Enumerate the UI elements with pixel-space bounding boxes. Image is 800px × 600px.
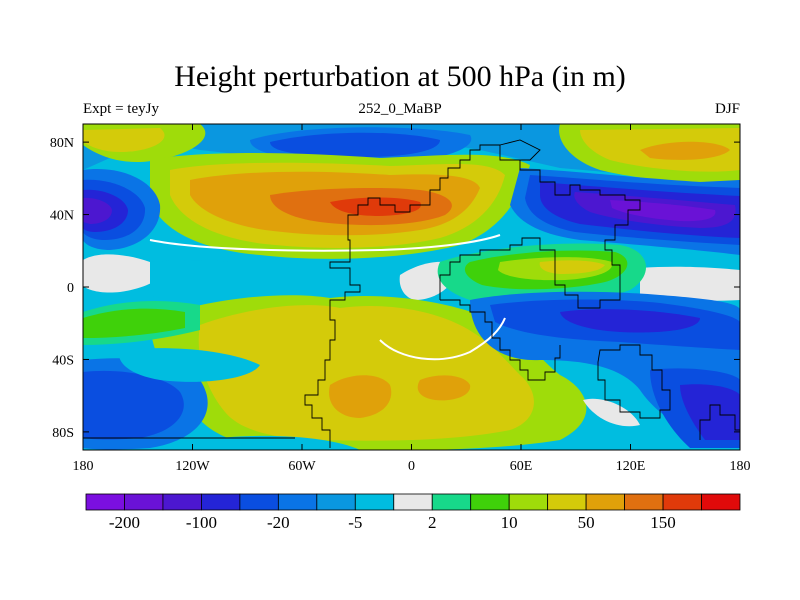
- coastline-antarctica: [699, 404, 740, 440]
- colorbar-swatch: [470, 493, 510, 511]
- x-tick-label: 0: [408, 459, 415, 474]
- antarctic-neutral: [583, 398, 640, 427]
- season-label: DJF: [714, 101, 740, 117]
- colorbar-label: 2: [428, 513, 437, 532]
- coastline-eurasia-africa: [415, 144, 641, 309]
- experiment-label: Expt = teyJy: [83, 101, 159, 117]
- arctic-trough-inner: [270, 132, 440, 158]
- x-axis: 180 120W 60W 0 60E 120E 180: [73, 124, 751, 474]
- colorbar-swatch: [624, 493, 664, 511]
- atlantic-ridge-core: [330, 197, 421, 216]
- colorbar-label: -20: [267, 513, 290, 532]
- colorbar-label: 50: [578, 513, 595, 532]
- colorbar: -200 -100 -20 -5 2 10 50 150: [85, 493, 741, 532]
- east-pacific-lightblue: [150, 260, 318, 307]
- colorbar-swatch: [431, 493, 472, 511]
- colorbar-swatch: [354, 493, 395, 511]
- x-tick-label: 60W: [288, 459, 316, 474]
- chart-title: Height perturbation at 500 hPa (in m): [174, 60, 626, 93]
- south-pacific-trough-dark: [83, 370, 184, 440]
- x-tick-label: 120E: [616, 459, 646, 474]
- colorbar-label: -200: [109, 513, 140, 532]
- colorbar-swatch: [547, 493, 587, 511]
- colorbar-swatch: [508, 493, 549, 511]
- y-tick-label: 0: [67, 281, 74, 296]
- colorbar-swatch: [201, 493, 241, 511]
- equatorial-neutral-3: [640, 266, 740, 301]
- x-tick-label: 60E: [510, 459, 533, 474]
- south-ridge-yellow: [198, 305, 534, 441]
- colorbar-label: 10: [501, 513, 518, 532]
- ne-orange: [640, 141, 730, 160]
- south-pacific-lightblue: [119, 348, 261, 382]
- coastline-australia: [597, 344, 671, 419]
- x-tick-label: 180: [730, 459, 751, 474]
- coastline-arctic: [499, 139, 541, 161]
- colorbar-swatch: [162, 493, 202, 511]
- x-tick-label: 180: [73, 459, 94, 474]
- pacific-trough-inner: [83, 197, 112, 224]
- y-tick-label: 80N: [50, 136, 74, 151]
- colorbar-swatch: [85, 493, 125, 511]
- y-tick-label: 40S: [52, 353, 74, 368]
- tropical-yellow: [539, 260, 605, 274]
- x-tick-label: 120W: [175, 459, 210, 474]
- colorbar-swatch: [585, 493, 625, 511]
- contour-field: [83, 124, 740, 450]
- zero-contour-south: [379, 317, 506, 361]
- continent-outlines: [83, 139, 740, 448]
- colorbar-label: -5: [348, 513, 362, 532]
- antarctic-lightblue: [200, 435, 360, 450]
- colorbar-swatch: [239, 493, 279, 511]
- south-pacific-green-2: [83, 308, 185, 338]
- y-tick-label: 80S: [52, 426, 74, 441]
- colorbar-label: -100: [186, 513, 217, 532]
- y-axis: 80N 40N 0 40S 80S: [50, 136, 740, 441]
- colorbar-swatch: [124, 493, 164, 511]
- equatorial-neutral: [83, 254, 163, 293]
- colorbar-label: 150: [650, 513, 676, 532]
- coastline-africa-south: [440, 299, 561, 381]
- south-ridge-orange-2: [417, 375, 471, 401]
- y-tick-label: 40N: [50, 209, 74, 224]
- zero-contour-north: [149, 234, 501, 252]
- colorbar-swatch: [316, 493, 356, 511]
- colorbar-swatch: [277, 493, 318, 511]
- nw-yellow: [83, 128, 165, 152]
- time-label: 252_0_MaBP: [358, 101, 442, 117]
- coastline-americas: [304, 197, 415, 448]
- colorbar-swatch: [701, 493, 741, 511]
- south-ridge-orange: [329, 375, 392, 418]
- indian-trough-core: [560, 309, 700, 333]
- colorbar-swatch: [393, 493, 433, 511]
- asia-trough-core: [610, 200, 716, 222]
- colorbar-swatch: [662, 493, 702, 511]
